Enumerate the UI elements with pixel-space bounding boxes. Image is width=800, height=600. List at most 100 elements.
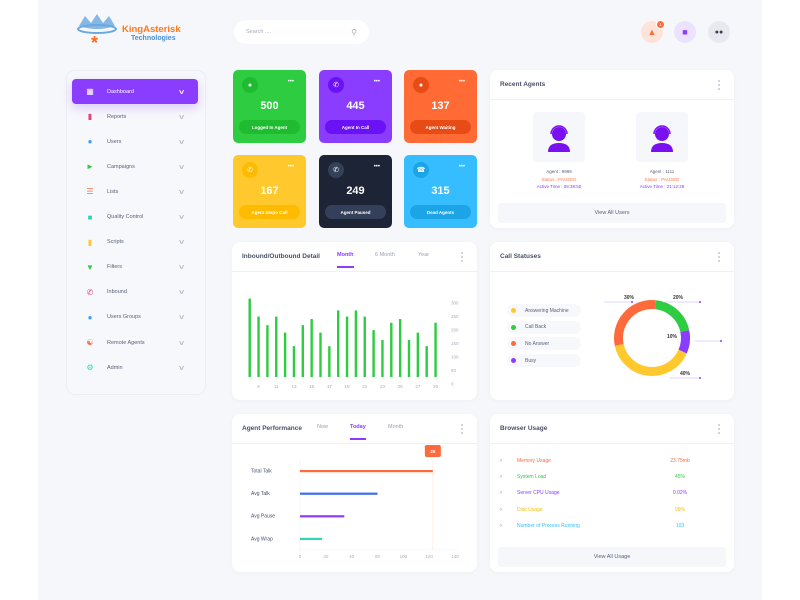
stat-button[interactable]: Dead Agents [410, 205, 471, 219]
sidebar-item-dashboard[interactable]: ▦ Dashboard ∨ [72, 79, 198, 104]
sidebar-item-scripts[interactable]: ▮ Scripts ∨ [72, 230, 198, 255]
tab-month[interactable]: Month [388, 424, 404, 430]
tab-year[interactable]: Year [418, 252, 430, 258]
headset-agent-icon [651, 125, 673, 152]
chevron-right-icon: › [500, 458, 502, 464]
more-icon[interactable]: ••• [373, 164, 380, 170]
sidebar-item-remote-agents[interactable]: ☯ Remote Agents ∨ [72, 330, 198, 355]
tab-6-month[interactable]: 6 Month [375, 252, 395, 258]
sidebar-item-users[interactable]: ● Users ∨ [72, 129, 198, 154]
chat-icon: ■ [682, 27, 688, 37]
tab-now[interactable]: Now [317, 424, 329, 430]
headset-agent-icon [548, 125, 570, 152]
usage-row[interactable]: › Disk Usage 99% [500, 506, 685, 513]
y-tick-label: 200 [451, 328, 459, 333]
gear-icon: ⚙ [86, 363, 94, 373]
x-tick-label: 9 [257, 384, 260, 389]
y-tick-label: 0 [451, 382, 454, 387]
users-icon: ● [87, 137, 93, 147]
legend-dot [511, 308, 516, 313]
stat-button[interactable]: Agent Paused [325, 205, 386, 219]
sidebar-item-label: Filters [107, 264, 122, 271]
users-button[interactable]: ●● [708, 21, 730, 43]
phone-missed-icon: ✆ [242, 162, 258, 178]
notifications-button[interactable]: ▲ 1 [641, 20, 665, 43]
usage-row[interactable]: › Number of Process Running 103 [500, 522, 685, 529]
more-icon[interactable]: ••• [458, 164, 465, 170]
tooltip-value: 25 [430, 449, 436, 454]
sidebar-item-lists[interactable]: ☰ Lists ∨ [72, 179, 198, 204]
phone-pause-icon: ✆ [328, 162, 344, 178]
search-icon[interactable]: ⚲ [351, 27, 357, 37]
chevron-right-icon: › [500, 506, 502, 513]
sidebar-item-reports[interactable]: ▮ Reports ∨ [72, 104, 198, 129]
bar-day-11 [275, 316, 278, 377]
sidebar-item-users-groups[interactable]: ● Users Groups ∨ [72, 305, 198, 330]
bar-day-15 [310, 319, 313, 377]
sidebar-item-inbound[interactable]: ✆ Inbound ∨ [72, 280, 198, 305]
x-tick-label: 27 [415, 384, 421, 389]
slice-answering-machine [614, 343, 687, 376]
stat-button[interactable]: Agent Dispo Call [239, 205, 300, 219]
slice-label: 30% [624, 295, 635, 301]
remote-icon: ☯ [86, 338, 94, 347]
stat-button[interactable]: Logged In Agent [239, 120, 300, 134]
sidebar-item-quality-control[interactable]: ■ Quality Control ∨ [72, 205, 198, 230]
sidebar-item-filters[interactable]: ▼ Filters ∨ [72, 255, 198, 280]
more-icon[interactable]: ••• [458, 79, 465, 85]
bar-day-26 [407, 340, 411, 377]
x-tick-label: 25 [398, 384, 404, 389]
usage-row[interactable]: › Memory Usage 23.75mb [500, 458, 690, 464]
chevron-right-icon: › [500, 474, 502, 481]
more-icon[interactable]: ••• [287, 164, 294, 170]
sidebar-item-campaigns[interactable]: ► Campaigns ∨ [72, 154, 198, 179]
group-icon: ● [87, 312, 93, 322]
more-icon[interactable] [461, 424, 463, 434]
slice-call-back [654, 300, 690, 333]
chevron-down-icon: ∨ [177, 314, 186, 322]
more-icon[interactable] [718, 424, 720, 434]
stat-value: 249 [346, 185, 365, 197]
x-tick-label: 60 [375, 554, 381, 559]
more-icon[interactable]: ••• [287, 79, 294, 85]
more-icon[interactable] [718, 80, 720, 90]
stat-value: 445 [346, 100, 365, 112]
view-all-users-button[interactable]: View All Users [498, 203, 726, 223]
card-title: Inbound/Outbound Detail [232, 242, 477, 272]
category-label: Total Talk [251, 469, 272, 475]
x-tick-label: 29 [433, 384, 439, 389]
chevron-down-icon: ∨ [177, 289, 186, 297]
agent-avatar[interactable] [533, 112, 585, 162]
stat-card-agent-paused: ✆ ••• 249 Agent Paused [319, 155, 392, 228]
bar-day-16 [319, 332, 322, 377]
usage-row[interactable]: › Server CPU Usage 0.02% [500, 490, 688, 497]
legend-item: Busy [507, 354, 581, 368]
more-icon[interactable] [718, 252, 720, 262]
stat-button[interactable]: Agent In Call [325, 120, 386, 134]
tab-today[interactable]: Today [350, 424, 366, 440]
x-tick-label: 11 [274, 384, 279, 389]
label-dot [720, 340, 722, 342]
sidebar-item-label: Users Groups [107, 314, 141, 321]
search-input[interactable]: Search .... ⚲ [234, 20, 369, 44]
card-title: Call Statuses [490, 242, 734, 272]
view-all-usage-button[interactable]: View All Usage [498, 547, 726, 567]
phone-incoming-icon: ✆ [328, 77, 344, 93]
agent-avatar[interactable] [636, 112, 688, 162]
sidebar-item-admin[interactable]: ⚙ Admin ∨ [72, 355, 198, 380]
stat-button[interactable]: Agent Waiting [410, 120, 471, 134]
group-icon: ● [242, 77, 258, 93]
bar-day-21 [363, 316, 366, 377]
messages-button[interactable]: ■ [674, 21, 696, 43]
x-tick-label: 120 [425, 554, 433, 559]
hangup-icon: ☎ [413, 162, 429, 178]
more-icon[interactable] [461, 252, 463, 262]
sidebar-item-label: Quality Control [107, 214, 144, 220]
usage-row[interactable]: › System Load 45% [500, 474, 685, 481]
more-icon[interactable]: ••• [373, 79, 380, 85]
tab-month[interactable]: Month [337, 252, 354, 268]
sidebar-item-label: Reports [107, 113, 127, 120]
bar-day-25 [398, 319, 402, 377]
legend-item: Answering Machine [507, 304, 581, 317]
